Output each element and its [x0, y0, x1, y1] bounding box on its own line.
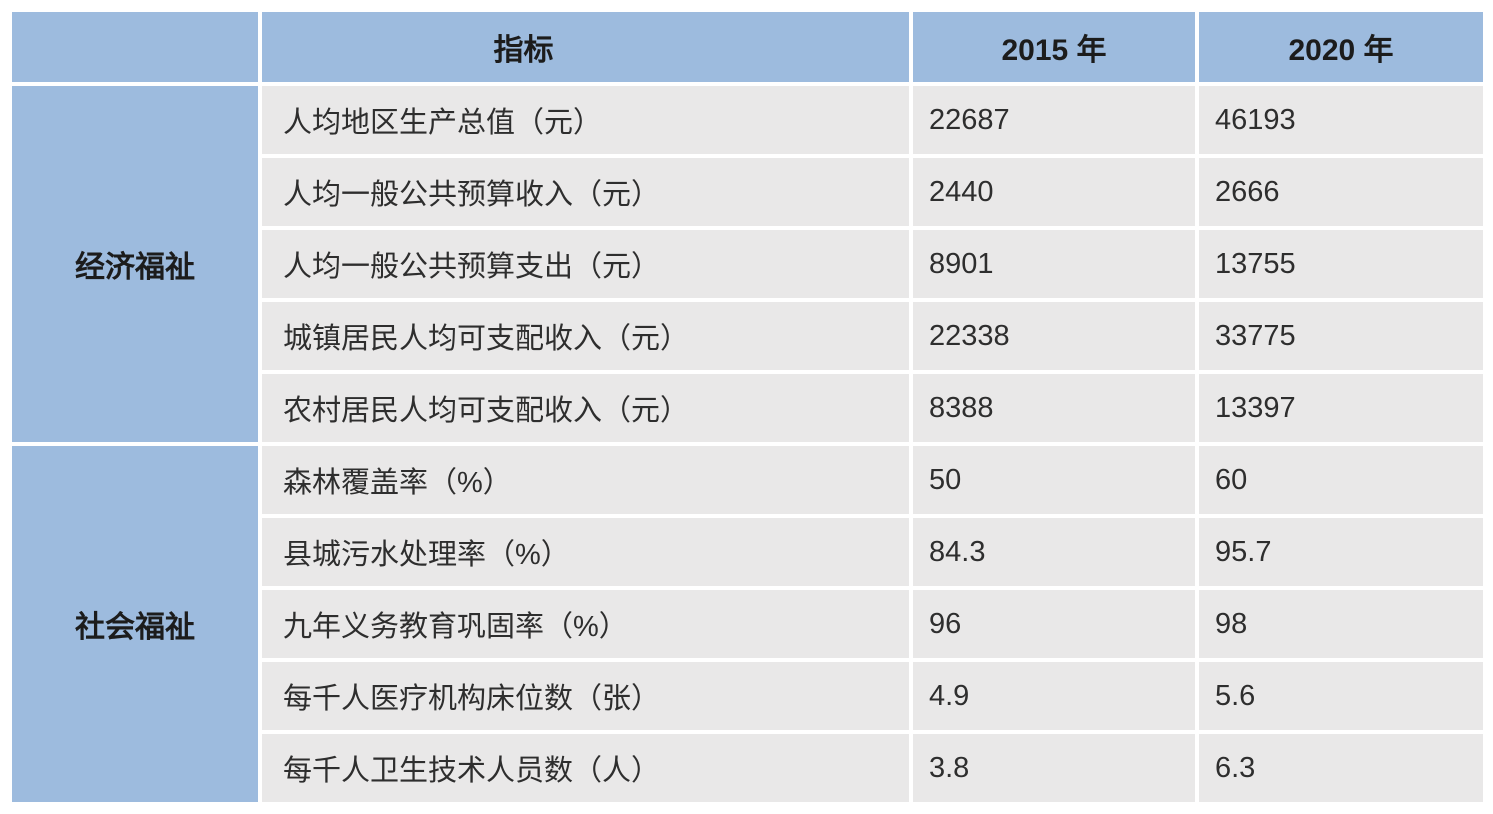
table-row: 农村居民人均可支配收入（元） 8388 13397 — [10, 370, 1487, 446]
value-2020-cell: 95.7 — [1195, 514, 1487, 590]
indicator-cell: 每千人卫生技术人员数（人） — [258, 730, 913, 806]
value-2020-cell: 98 — [1195, 586, 1487, 662]
table-row: 人均一般公共预算收入（元） 2440 2666 — [10, 154, 1487, 230]
indicator-cell: 森林覆盖率（%） — [258, 442, 913, 518]
group-cell-economic-welfare: 经济福祉 — [8, 82, 262, 446]
indicator-cell: 人均地区生产总值（元） — [258, 82, 913, 158]
value-2020-cell: 6.3 — [1195, 730, 1487, 806]
header-indicator-label: 指标 — [493, 34, 554, 67]
value-2020-cell: 60 — [1195, 442, 1487, 518]
header-2015: 2015 年 — [909, 8, 1199, 86]
header-corner-cell — [8, 8, 262, 86]
table-row: 九年义务教育巩固率（%） 96 98 — [10, 586, 1487, 662]
document-page: 指标 2015 年 2020 年 经济福祉 人均地区生产总值（元） 22687 … — [0, 8, 1493, 814]
value-2015-cell: 22687 — [909, 82, 1199, 158]
value-2015-cell: 84.3 — [909, 514, 1199, 590]
indicator-cell: 九年义务教育巩固率（%） — [258, 586, 913, 662]
value-2015-cell: 50 — [909, 442, 1199, 518]
value-2015-cell: 3.8 — [909, 730, 1199, 806]
value-2020-cell: 33775 — [1195, 298, 1487, 374]
table-row: 社会福祉 森林覆盖率（%） 50 60 — [8, 442, 1487, 806]
value-2020-cell: 46193 — [1195, 82, 1487, 158]
indicator-cell: 城镇居民人均可支配收入（元） — [258, 298, 913, 374]
table-row: 人均一般公共预算支出（元） 8901 13755 — [10, 226, 1487, 302]
header-indicator: 指标 — [258, 8, 913, 86]
group-cell-social-welfare: 社会福祉 — [8, 442, 262, 806]
value-2015-cell: 2440 — [909, 154, 1199, 230]
value-2015-cell: 8901 — [909, 226, 1199, 302]
indicator-cell: 人均一般公共预算收入（元） — [258, 154, 913, 230]
value-2020-cell: 13755 — [1195, 226, 1487, 302]
value-2020-cell: 13397 — [1195, 370, 1487, 446]
indicator-cell: 农村居民人均可支配收入（元） — [258, 370, 913, 446]
value-2015-cell: 22338 — [909, 298, 1199, 374]
header-2020: 2020 年 — [1195, 8, 1487, 86]
table-row: 经济福祉 人均地区生产总值（元） 22687 46193 — [8, 82, 1487, 446]
table-row: 每千人卫生技术人员数（人） 3.8 6.3 — [10, 730, 1487, 806]
value-2015-cell: 96 — [909, 586, 1199, 662]
indicator-cell: 县城污水处理率（%） — [258, 514, 913, 590]
value-2015-cell: 4.9 — [909, 658, 1199, 734]
value-2020-cell: 5.6 — [1195, 658, 1487, 734]
table-row: 县城污水处理率（%） 84.3 95.7 — [10, 514, 1487, 590]
table-row: 城镇居民人均可支配收入（元） 22338 33775 — [10, 298, 1487, 374]
indicator-cell: 人均一般公共预算支出（元） — [258, 226, 913, 302]
table-header-row: 指标 2015 年 2020 年 — [8, 8, 1487, 86]
value-2015-cell: 8388 — [909, 370, 1199, 446]
value-2020-cell: 2666 — [1195, 154, 1487, 230]
indicator-cell: 每千人医疗机构床位数（张） — [258, 658, 913, 734]
indicators-table: 指标 2015 年 2020 年 经济福祉 人均地区生产总值（元） 22687 … — [8, 8, 1487, 806]
table-row: 每千人医疗机构床位数（张） 4.9 5.6 — [10, 658, 1487, 734]
